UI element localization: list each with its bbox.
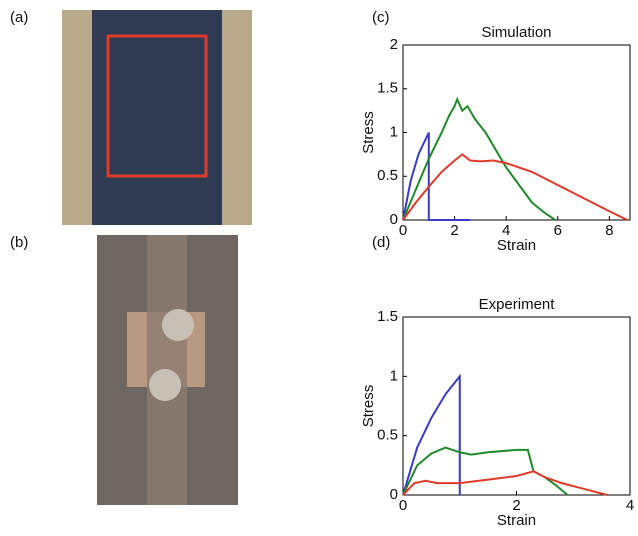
y-tick-label: 1 [390,123,398,140]
data-line [402,446,569,496]
x-tick-label: 8 [605,222,613,239]
chart-title: Experiment [479,296,556,313]
panel-label: (a) [10,9,28,26]
y-tick-label: 0 [390,211,398,228]
data-line [402,96,556,221]
plot-frame [402,44,631,221]
x-tick-label: 4 [626,497,634,514]
x-tick-label: 0 [399,222,407,239]
photo-b [97,235,238,505]
panel-label: (d) [372,234,390,251]
y-axis-label: Stress [360,111,377,154]
bolt [149,369,181,401]
x-tick-label: 2 [450,222,458,239]
data-line [402,153,628,221]
y-tick-label: 0.5 [377,167,398,184]
data-line [402,373,461,496]
sample [92,10,222,225]
y-tick-label: 1.5 [377,80,398,97]
y-tick-label: 2 [390,36,398,53]
y-tick-label: 1 [390,367,398,384]
data-line [402,470,608,496]
photo-a [62,10,252,225]
y-tick-label: 0 [390,486,398,503]
panel-label: (b) [10,234,28,251]
y-axis-label: Stress [360,385,377,428]
x-axis-label: Strain [497,512,536,529]
data-line [402,132,471,221]
bolt [162,309,194,341]
panel-label: (c) [372,9,390,26]
x-tick-label: 2 [512,497,520,514]
plot-frame [402,316,631,496]
y-tick-label: 0.5 [377,427,398,444]
x-tick-label: 6 [554,222,562,239]
highlight-box [106,34,208,178]
y-tick-label: 1.5 [377,308,398,325]
x-tick-label: 4 [502,222,510,239]
x-axis-label: Strain [497,237,536,254]
chart-title: Simulation [481,24,551,41]
x-tick-label: 0 [399,497,407,514]
